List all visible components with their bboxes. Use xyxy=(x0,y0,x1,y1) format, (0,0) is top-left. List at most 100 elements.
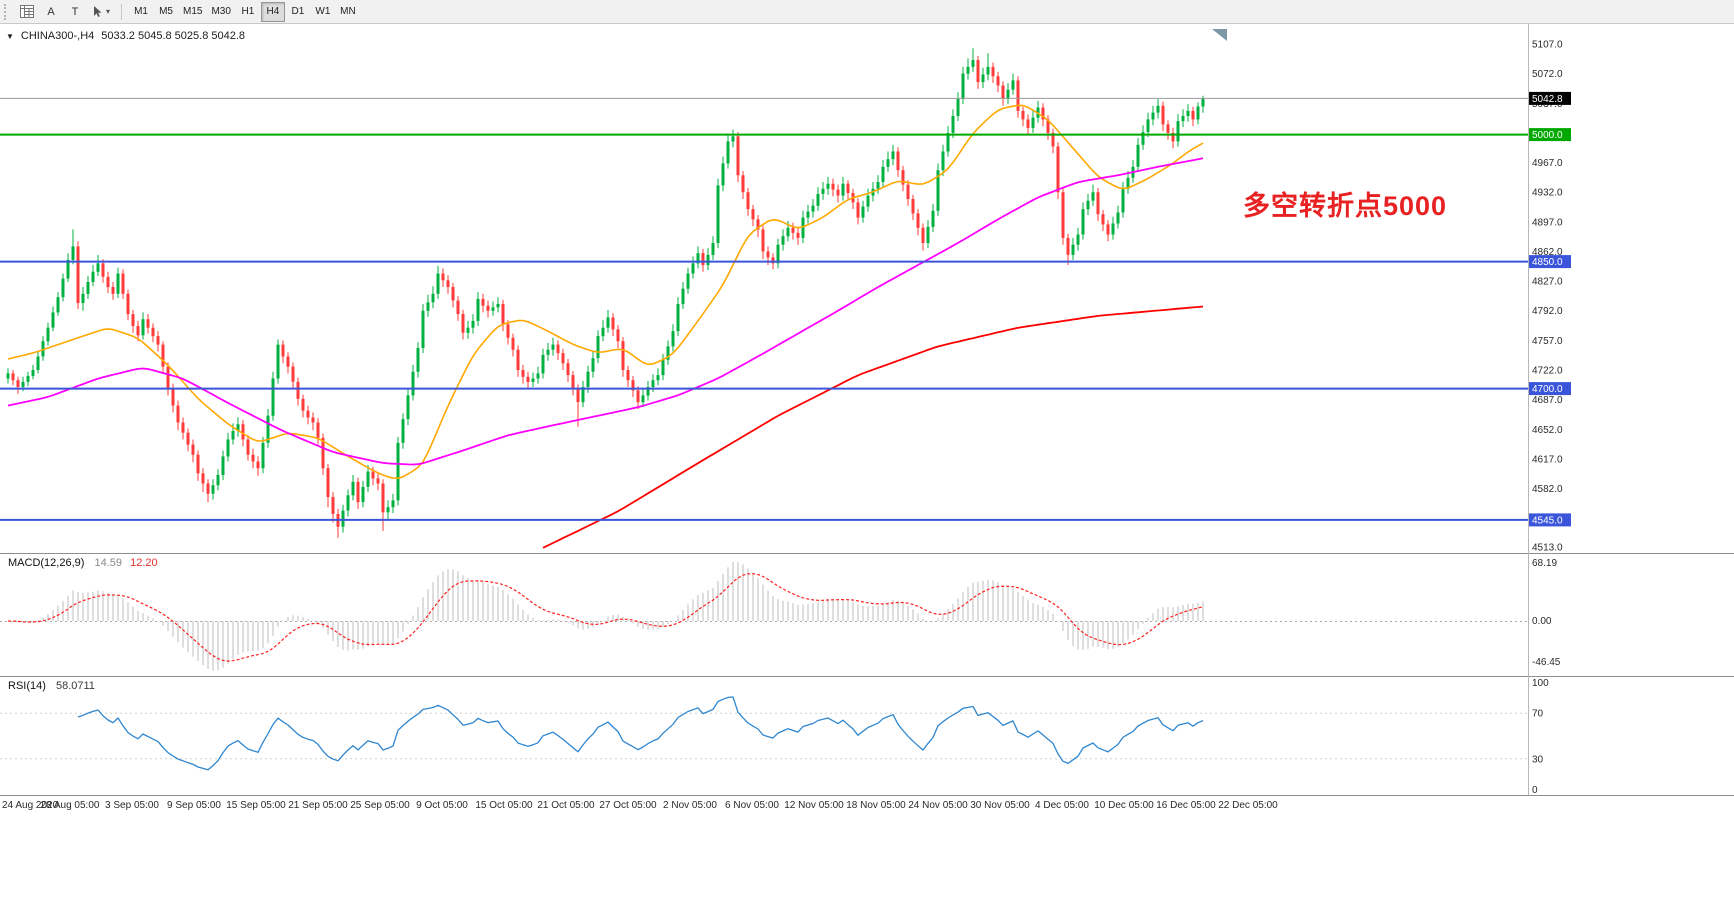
candle-body xyxy=(611,317,615,330)
candle-body xyxy=(1076,234,1080,245)
candle-body xyxy=(1181,116,1185,122)
chart-annotation[interactable]: 多空转折点5000 xyxy=(1243,191,1448,221)
candle-body xyxy=(81,293,85,304)
candle-body xyxy=(391,500,395,508)
candle-body xyxy=(536,373,540,379)
candle-body xyxy=(351,481,355,496)
candle-body xyxy=(756,219,760,230)
candle-body xyxy=(1176,121,1180,142)
timeframe-button-h4[interactable]: H4 xyxy=(260,1,285,22)
candle-body xyxy=(966,66,970,74)
timeframe-button-m30[interactable]: M30 xyxy=(207,2,234,22)
timeframe-buttons: M1 M5 M15 M30 H1 H4 D1 W1 MN xyxy=(129,1,360,22)
candle-body xyxy=(661,359,665,376)
macd-axis-label: -46.45 xyxy=(1532,657,1561,668)
timeframe-button-m5[interactable]: M5 xyxy=(154,2,178,22)
current-price-label: 5042.8 xyxy=(1529,91,1571,105)
candle-body xyxy=(936,170,940,211)
toolbar-gripper[interactable] xyxy=(4,3,10,20)
candle-body xyxy=(896,151,900,171)
time-axis-label: 10 Dec 05:00 xyxy=(1094,800,1154,811)
chart-grid-button[interactable] xyxy=(16,2,38,22)
collapse-arrow-icon[interactable]: ▼ xyxy=(6,31,14,41)
timeframe-button-w1[interactable]: W1 xyxy=(311,2,335,22)
candle-body xyxy=(1156,105,1160,113)
chart-symbol-timeframe: CHINA300-,H4 xyxy=(20,30,95,42)
candle-body xyxy=(226,439,230,457)
candle-body xyxy=(466,327,470,333)
time-axis-label: 9 Oct 05:00 xyxy=(416,800,468,811)
candle-body xyxy=(1001,85,1005,99)
time-axis-label: 21 Sep 05:00 xyxy=(288,800,348,811)
candle-body xyxy=(361,486,365,503)
timeframe-button-h1[interactable]: H1 xyxy=(236,2,260,22)
rsi-value: 58.0711 xyxy=(55,680,95,692)
price-tick-label: 4652.0 xyxy=(1532,425,1563,436)
chart-ohlc: 5033.2 5045.8 5025.8 5042.8 xyxy=(101,30,246,42)
candle-body xyxy=(301,398,305,411)
candle-body xyxy=(846,183,850,193)
ma-line-fast-orange xyxy=(7,104,1204,480)
price-tick-label: 4862.0 xyxy=(1532,247,1563,258)
candle-body xyxy=(121,273,125,294)
annotation-a-button[interactable]: A xyxy=(40,2,62,22)
candle-body xyxy=(891,151,895,160)
timeframe-button-m15[interactable]: M15 xyxy=(179,2,206,22)
time-axis-label: 15 Oct 05:00 xyxy=(475,800,533,811)
candle-body xyxy=(261,442,265,469)
chart-shift-marker[interactable] xyxy=(1212,29,1227,41)
candle-body xyxy=(531,378,535,382)
candle-body xyxy=(911,199,915,214)
hline-price-label-4700.0-text: 4700.0 xyxy=(1532,384,1563,395)
current-price-label-bg xyxy=(1529,91,1571,105)
candle-body xyxy=(1031,117,1035,128)
candle-body xyxy=(941,151,945,171)
candle-body xyxy=(976,60,980,83)
candle-body xyxy=(381,483,385,513)
cursor-tool-button[interactable]: ▾ xyxy=(88,2,114,22)
candle-body xyxy=(1166,124,1170,133)
candle-body xyxy=(596,336,600,359)
candle-body xyxy=(1101,214,1105,225)
candle-body xyxy=(741,175,745,193)
timeframe-button-mn[interactable]: MN xyxy=(336,2,360,22)
price-tick-label: 4617.0 xyxy=(1532,454,1563,465)
time-axis-label: 6 Nov 05:00 xyxy=(725,800,779,811)
candle-body xyxy=(1151,112,1155,120)
candle-body xyxy=(1046,119,1050,133)
candle-body xyxy=(286,356,290,367)
price-tick-label: 4722.0 xyxy=(1532,366,1563,377)
candle-body xyxy=(346,495,350,511)
candle-body xyxy=(436,273,440,294)
candle-body xyxy=(56,297,60,313)
candle-body xyxy=(246,439,250,455)
candle-body xyxy=(1171,132,1175,142)
candle-body xyxy=(326,468,330,497)
candle-body xyxy=(116,273,120,294)
candle-body xyxy=(136,326,140,336)
candle-body xyxy=(321,437,325,469)
candle-body xyxy=(231,431,235,440)
candle-body xyxy=(736,136,740,176)
candle-body xyxy=(201,473,205,484)
candle-body xyxy=(76,246,80,304)
text-label-button[interactable]: T xyxy=(64,2,86,22)
candle-body xyxy=(221,456,225,475)
candle-body xyxy=(1011,80,1015,90)
candle-body xyxy=(566,363,570,376)
candle-body xyxy=(421,310,425,348)
toolbar-separator xyxy=(121,3,123,20)
candle-body xyxy=(131,314,135,326)
candle-body xyxy=(861,206,865,218)
timeframe-button-m1[interactable]: M1 xyxy=(129,2,153,22)
candle-body xyxy=(106,276,110,288)
timeframe-button-d1[interactable]: D1 xyxy=(286,2,310,22)
candle-body xyxy=(36,356,40,370)
candle-body xyxy=(496,304,500,308)
time-axis-label: 24 Nov 05:00 xyxy=(908,800,968,811)
candle-body xyxy=(1161,105,1165,125)
candle-body xyxy=(551,344,555,350)
candle-body xyxy=(1121,188,1125,213)
candle-body xyxy=(786,227,790,237)
